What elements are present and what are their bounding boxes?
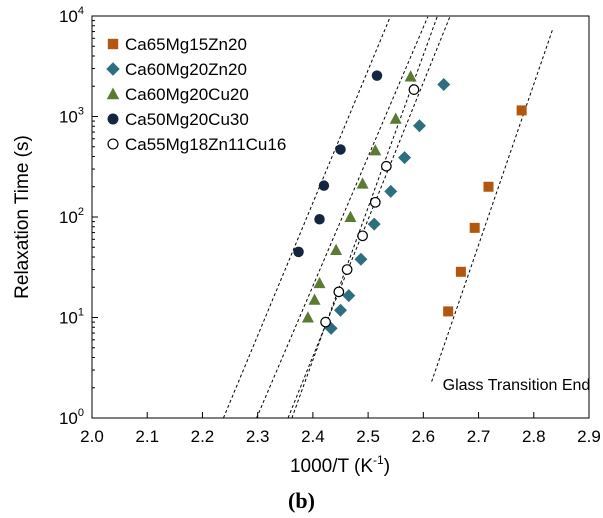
- y-tick-label: 104: [59, 5, 84, 26]
- legend-label-series-0: Ca65Mg15Zn20: [125, 35, 247, 54]
- data-point-series-2: [344, 210, 357, 222]
- x-tick-label: 2.1: [135, 427, 159, 446]
- x-axis-label: 1000/T (K-1): [290, 453, 390, 477]
- legend-label-series-3: Ca50Mg20Cu30: [125, 110, 249, 129]
- legend-marker-series-0: [107, 38, 119, 50]
- legend-marker-series-2: [106, 87, 120, 100]
- data-markers: [293, 70, 527, 335]
- data-point-series-0: [469, 222, 480, 233]
- y-tick-label: 102: [59, 206, 84, 227]
- y-tick-label: 100: [59, 407, 84, 428]
- data-point-series-1: [334, 303, 347, 317]
- data-point-series-4: [333, 286, 345, 298]
- data-point-series-0: [516, 105, 527, 116]
- x-axis: 2.0 2.1 2.2 2.3 2.4 2.5 2.6 2.7 2.8 2.9: [80, 412, 601, 446]
- y-tick-label: 103: [59, 106, 84, 127]
- x-tick-label: 2.5: [356, 427, 380, 446]
- data-point-series-3: [314, 213, 325, 225]
- data-point-series-2: [308, 293, 321, 305]
- data-point-series-3: [371, 70, 383, 81]
- data-point-series-4: [408, 84, 420, 95]
- x-tick-label: 2.6: [412, 427, 436, 446]
- data-point-series-3: [293, 246, 304, 258]
- data-point-series-4: [341, 264, 353, 275]
- data-point-series-0: [483, 181, 494, 192]
- fit-line-series-3: [222, 16, 391, 418]
- fit-lines: [222, 16, 554, 418]
- data-point-series-2: [313, 276, 326, 289]
- data-point-series-1: [437, 78, 451, 92]
- data-point-series-2: [301, 311, 314, 323]
- data-point-series-1: [367, 217, 381, 231]
- data-point-series-2: [369, 144, 382, 156]
- x-tick-label: 2.9: [577, 427, 601, 446]
- legend-label-series-1: Ca60Mg20Zn20: [125, 60, 247, 79]
- legend-label-series-4: Ca55Mg18Zn11Cu16: [125, 135, 286, 154]
- data-point-series-2: [389, 112, 402, 124]
- fit-line-series-2: [256, 16, 429, 418]
- data-point-series-1: [354, 252, 368, 266]
- data-point-series-0: [455, 266, 466, 277]
- data-point-series-4: [380, 160, 392, 172]
- legend-marker-series-3: [107, 113, 119, 125]
- y-axis: 100 101 102 103 104: [59, 5, 98, 428]
- data-point-series-3: [318, 180, 330, 191]
- data-point-series-4: [357, 230, 368, 242]
- data-point-series-4: [369, 196, 381, 208]
- data-point-series-2: [356, 177, 369, 189]
- data-point-series-1: [398, 151, 412, 165]
- legend-marker-series-4: [107, 138, 119, 150]
- fit-line-series-1: [287, 16, 451, 418]
- annotation-glass-transition-end: Glass Transition End: [443, 377, 591, 394]
- data-point-series-1: [384, 184, 398, 198]
- data-point-series-1: [342, 289, 356, 303]
- data-point-series-0: [443, 306, 454, 317]
- data-point-series-2: [330, 243, 343, 255]
- x-tick-label: 2.3: [246, 427, 270, 446]
- y-tick-label: 101: [59, 307, 84, 328]
- legend-label-series-2: Ca60Mg20Cu20: [125, 85, 249, 104]
- data-point-series-3: [335, 144, 346, 155]
- plot-area-frame: [91, 15, 590, 419]
- x-tick-label: 2.7: [467, 427, 491, 446]
- data-point-series-2: [404, 70, 417, 82]
- data-point-series-1: [412, 119, 426, 133]
- x-tick-label: 2.4: [301, 427, 325, 446]
- legend: Ca65Mg15Zn20 Ca60Mg20Zn20 Ca60Mg20Cu20 Ca50…: [106, 35, 286, 154]
- x-tick-label: 2.2: [191, 427, 215, 446]
- x-tick-label: 2.0: [80, 427, 104, 446]
- x-tick-label: 2.8: [522, 427, 546, 446]
- legend-marker-series-1: [106, 62, 120, 76]
- fit-line-series-0: [431, 27, 554, 382]
- figure-caption: (b): [288, 488, 315, 513]
- data-point-series-4: [320, 316, 331, 328]
- y-axis-label: Relaxation Time (s): [12, 135, 33, 299]
